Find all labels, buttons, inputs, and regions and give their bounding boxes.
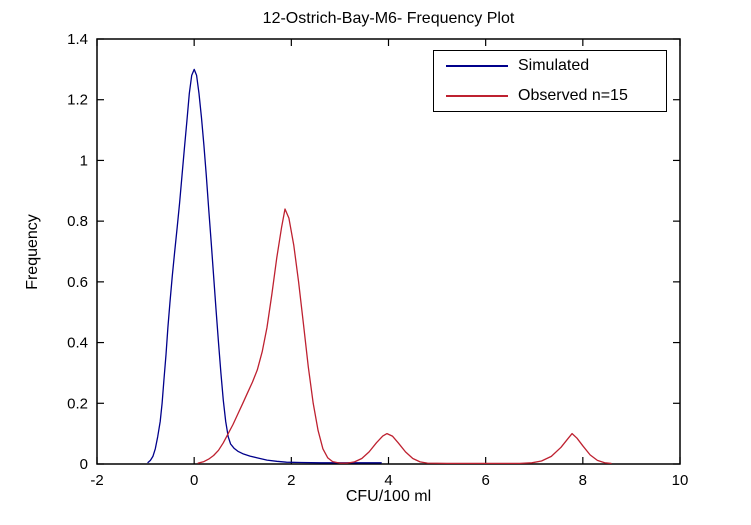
simulated-line-swatch [446,65,508,68]
x-tick-label: 0 [190,472,198,489]
legend: Simulated Observed n=15 [433,50,667,112]
x-tick-label: 6 [481,472,489,489]
x-tick-label: 4 [384,472,392,489]
y-tick-label: 0 [80,456,88,473]
simulated-curve [147,68,382,464]
legend-label-simulated: Simulated [518,57,590,75]
y-tick-label: 1.4 [67,31,88,48]
y-tick-label: 0.4 [67,335,88,352]
y-tick-label: 0.8 [67,213,88,230]
legend-label-observed: Observed n=15 [518,86,628,104]
y-tick-label: 1.2 [67,92,88,109]
x-tick-label: 2 [287,472,295,489]
y-tick-label: 0.2 [67,395,88,412]
legend-entry-simulated: Simulated [434,52,666,80]
x-tick-label: 8 [579,472,587,489]
y-tick-label: 0.6 [67,274,88,291]
x-axis-label: CFU/100 ml [345,488,432,505]
x-tick-label: -2 [90,472,103,489]
x-tick-label: 10 [672,472,689,489]
legend-entry-observed: Observed n=15 [434,82,666,110]
y-tick-label: 1 [80,152,88,169]
observed-curve [197,208,612,465]
observed-line-swatch [446,94,508,97]
chart-title: 12-Ostrich-Bay-M6- Frequency Plot [262,10,515,27]
